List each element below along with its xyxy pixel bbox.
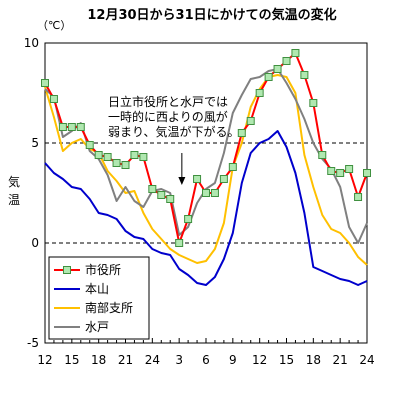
legend-label-2: 本山 [85,282,109,296]
series-1-marker [228,163,237,171]
x-tick-label: 15 [64,353,79,367]
x-tick-label: 9 [229,353,237,367]
series-1-marker [175,239,184,247]
series-1-marker [345,165,354,173]
series-1-marker [121,161,130,169]
y-tick-label: 5 [31,136,39,150]
series-1-marker [58,123,67,131]
series-1-marker [184,215,193,223]
series-1-marker [130,151,139,159]
series-1-marker [157,191,166,199]
x-tick-label: 21 [118,353,133,367]
x-tick-label: 6 [202,353,210,367]
series-1-marker [148,185,157,193]
y-axis: 10 5 0 -5 [24,36,39,350]
series-1-marker [112,159,121,167]
x-tick-label: 15 [279,353,294,367]
series-1-marker [309,99,318,107]
x-tick-label: 24 [145,353,160,367]
series-1-marker [76,123,85,131]
series-1-marker [103,153,112,161]
series-1-marker [219,175,228,183]
series-1-marker [67,123,76,131]
series-1-marker [139,153,148,161]
x-tick-label: 12 [252,353,267,367]
x-tick-label: 12 [37,353,52,367]
series-1-marker [255,89,264,97]
y-axis-label-char: 温 [8,193,20,207]
series-layer [41,49,371,286]
series-line-2 [44,130,368,286]
legend-marker [63,266,71,274]
series-1-marker [264,73,273,81]
legend-label-4: 水戸 [85,320,109,334]
series-1-marker [336,169,345,177]
x-tick-label: 18 [306,353,321,367]
y-tick-label: 0 [31,236,39,250]
series-1-marker [49,95,58,103]
y-unit-label: （℃） [37,19,71,32]
series-1-marker [291,49,300,57]
y-axis-label: 気温 [8,174,20,207]
series-1-marker [193,175,202,183]
series-1-marker [327,167,336,175]
annotation-text-line: 日立市役所と水戸では [108,94,228,109]
annotation-text-line: 一時的に西よりの風が [108,109,228,124]
series-1-marker [363,169,371,177]
y-tick-label: 10 [24,36,39,50]
x-tick-label: 18 [91,353,106,367]
legend-label-3: 南部支所 [85,300,133,315]
annotation-arrow-head [178,177,186,185]
x-tick-label: 24 [359,353,374,367]
series-1-marker [210,189,219,197]
series-1-marker [300,71,309,79]
x-tick-label: 21 [333,353,348,367]
y-tick-label: -5 [27,336,39,350]
series-1-marker [85,141,94,149]
series-1-marker [282,57,291,65]
series-1-marker [166,195,175,203]
x-tick-label: 3 [175,353,183,367]
annotation-text-line: 弱まり、気温が下がる。 [108,124,240,139]
series-1-marker [246,117,255,125]
series-1-marker [237,129,246,137]
series-1-marker [354,193,363,201]
series-1-marker [273,65,282,73]
y-axis-label-char: 気 [8,174,20,189]
chart-title: 12月30日から31日にかけての気温の変化 [87,7,336,23]
series-1-marker [318,151,327,159]
legend-label-1: 市役所 [85,262,121,277]
series-1-marker [202,189,210,197]
series-1-marker [41,79,49,87]
series-1-marker [94,151,103,159]
